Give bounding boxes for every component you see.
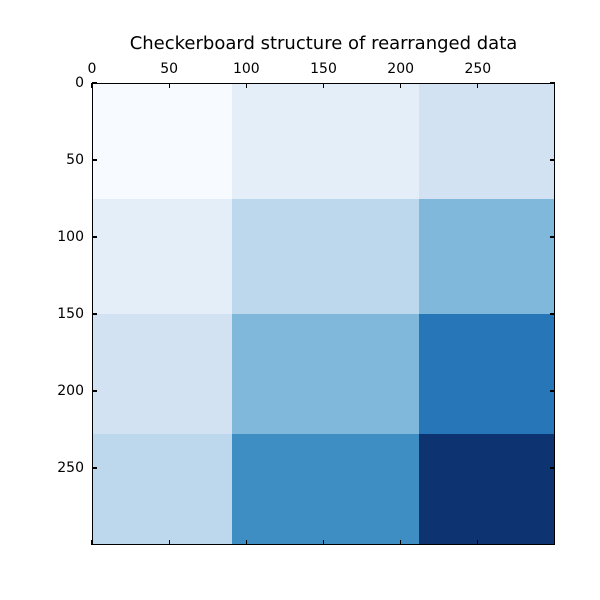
y-axis-tick: [92, 159, 97, 161]
y-axis-tick: [92, 82, 97, 84]
y-axis-tick: [550, 390, 555, 392]
y-axis-tick: [92, 313, 97, 315]
heatmap-cell: [232, 434, 420, 545]
y-axis-tick: [550, 236, 555, 238]
y-axis-tick: [550, 82, 555, 84]
heatmap-cell: [419, 198, 555, 314]
heatmap-cell: [92, 434, 233, 545]
x-axis-tick: [245, 83, 247, 88]
x-axis-tick: [322, 83, 325, 88]
heatmap-cell: [232, 83, 420, 199]
y-tick-label: 200: [57, 383, 84, 399]
y-axis-tick: [550, 467, 555, 469]
heatmap-cell: [92, 314, 233, 435]
heatmap-cell: [232, 198, 420, 314]
x-tick-label: 150: [310, 61, 337, 77]
y-axis-tick: [550, 313, 555, 315]
x-axis-tick: [91, 83, 93, 88]
heatmap-cell: [92, 198, 233, 314]
x-axis-tick: [168, 83, 170, 88]
x-axis-tick: [400, 540, 402, 545]
heatmap-cell: [419, 314, 555, 435]
y-axis-tick: [92, 467, 97, 469]
heatmap-axes: [91, 82, 555, 545]
y-tick-label: 250: [57, 460, 84, 476]
y-axis-tick: [550, 159, 555, 161]
x-axis-tick: [477, 540, 479, 545]
heatmap-cell: [419, 83, 555, 199]
heatmap-cell: [232, 314, 420, 435]
y-axis-tick: [92, 236, 97, 238]
x-tick-label: 250: [464, 61, 492, 77]
x-axis-tick: [245, 540, 247, 545]
y-tick-label: 100: [57, 229, 84, 245]
x-axis-tick: [91, 540, 93, 545]
x-tick-label: 100: [232, 61, 260, 77]
x-tick-label: 0: [87, 61, 97, 77]
x-axis-tick: [400, 83, 402, 88]
heatmap-cell: [419, 434, 555, 545]
chart-title: Checkerboard structure of rearranged dat…: [129, 33, 518, 54]
y-axis-tick: [92, 390, 97, 392]
x-axis-tick: [477, 83, 479, 88]
y-tick-label: 150: [57, 306, 84, 322]
x-axis-tick: [168, 540, 170, 545]
y-tick-label: 0: [75, 75, 84, 91]
y-tick-label: 50: [66, 152, 84, 168]
heatmap-cell: [92, 83, 233, 199]
x-tick-label: 50: [160, 61, 179, 77]
x-tick-label: 200: [387, 61, 415, 77]
x-axis-tick: [322, 540, 325, 545]
